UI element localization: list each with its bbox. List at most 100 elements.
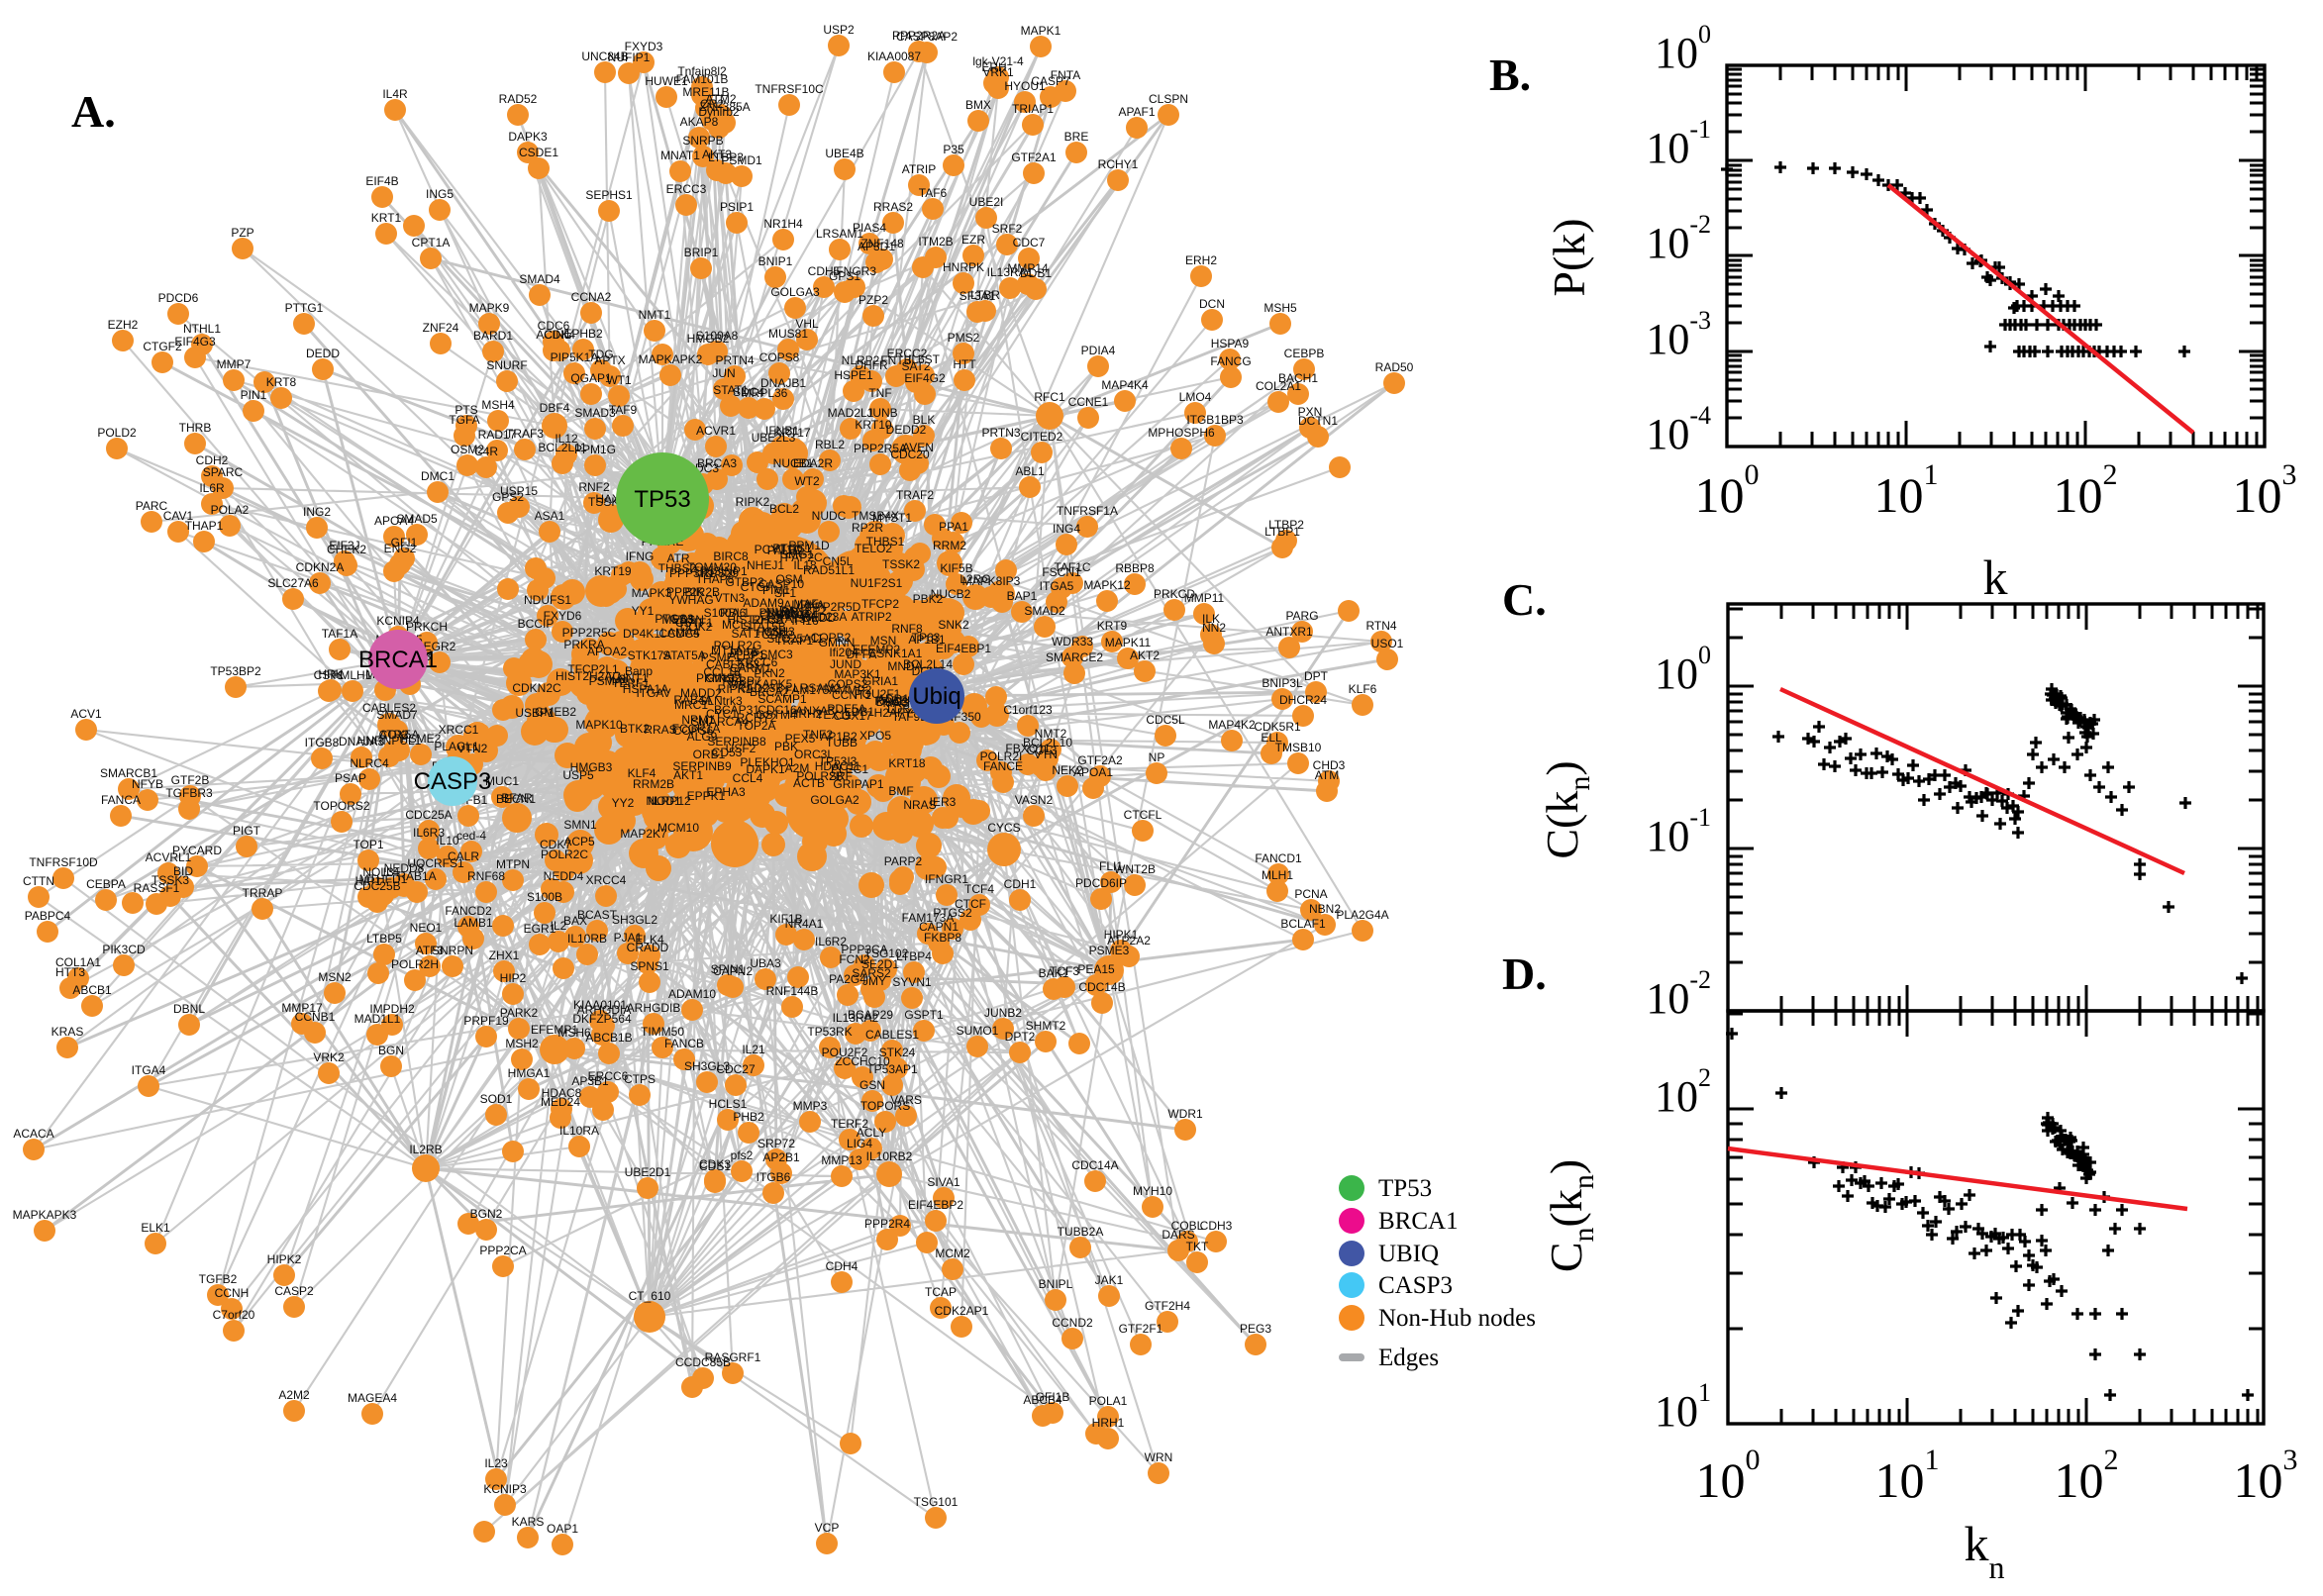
- svg-text:ACLY: ACLY: [857, 1126, 886, 1140]
- svg-text:MTPN: MTPN: [496, 857, 530, 871]
- svg-text:10-3: 10-3: [1646, 306, 1711, 363]
- svg-text:RASSF1: RASSF1: [134, 881, 180, 895]
- svg-text:PRTN4: PRTN4: [715, 353, 754, 367]
- svg-text:BRCA1: BRCA1: [358, 647, 438, 673]
- svg-text:EPHA3: EPHA3: [706, 785, 746, 799]
- svg-text:DCTN1: DCTN1: [1298, 414, 1338, 428]
- svg-text:IL2: IL2: [551, 919, 567, 933]
- svg-text:TELO2: TELO2: [855, 542, 892, 555]
- svg-text:POLA1: POLA1: [1089, 1394, 1128, 1408]
- svg-text:CDH3: CDH3: [1200, 1219, 1233, 1233]
- svg-text:ABCB1: ABCB1: [72, 983, 112, 997]
- svg-text:MUS81: MUS81: [768, 327, 808, 341]
- svg-text:POLD2: POLD2: [97, 426, 137, 440]
- svg-text:MMP3: MMP3: [793, 1099, 828, 1113]
- svg-text:MSH2: MSH2: [505, 1037, 539, 1050]
- svg-text:UBE4B: UBE4B: [825, 147, 863, 160]
- svg-text:KARS: KARS: [512, 1515, 545, 1529]
- svg-text:IL10RB2: IL10RB2: [866, 1149, 913, 1163]
- svg-text:HDAC11: HDAC11: [815, 759, 861, 773]
- svg-text:IL6R2: IL6R2: [815, 935, 847, 948]
- svg-text:EZH2: EZH2: [108, 318, 139, 332]
- svg-text:SYVN1: SYVN1: [892, 975, 932, 989]
- svg-text:k: k: [1983, 549, 2008, 605]
- svg-text:APTX: APTX: [594, 353, 625, 367]
- svg-text:PARP2: PARP2: [884, 854, 923, 868]
- svg-text:CDK3: CDK3: [699, 1157, 731, 1171]
- svg-text:RPS29: RPS29: [701, 566, 739, 580]
- svg-text:LAMA4: LAMA4: [660, 626, 700, 640]
- svg-text:CITED2: CITED2: [1021, 430, 1063, 444]
- svg-text:RBBP8: RBBP8: [1115, 561, 1155, 575]
- svg-text:TRRAP: TRRAP: [243, 886, 283, 900]
- svg-text:IL10RB: IL10RB: [567, 932, 607, 946]
- svg-text:ITM2B: ITM2B: [918, 235, 953, 249]
- svg-text:SMAD3: SMAD3: [574, 406, 616, 420]
- svg-text:EIF4G3: EIF4G3: [174, 335, 216, 349]
- svg-text:PABPC4: PABPC4: [25, 909, 71, 923]
- svg-text:BNIP3L: BNIP3L: [1262, 676, 1303, 690]
- svg-text:ITGB1BP3: ITGB1BP3: [1186, 413, 1244, 427]
- svg-text:THAP8: THAP8: [696, 572, 735, 586]
- svg-text:SARS2: SARS2: [852, 966, 891, 980]
- svg-text:TRAF3: TRAF3: [506, 427, 544, 441]
- svg-text:BRCA3: BRCA3: [697, 456, 737, 470]
- svg-text:ABCB4: ABCB4: [1023, 1393, 1062, 1407]
- svg-text:TSSK2: TSSK2: [882, 557, 920, 571]
- svg-text:AP1B2: AP1B2: [820, 730, 858, 744]
- svg-text:BCL2L14: BCL2L14: [903, 657, 953, 671]
- svg-text:CAPN1: CAPN1: [919, 920, 959, 934]
- svg-text:DOK2: DOK2: [680, 620, 713, 634]
- svg-text:FANCD1: FANCD1: [1255, 851, 1302, 865]
- svg-text:C.: C.: [1502, 574, 1547, 625]
- svg-text:UBE2L3: UBE2L3: [752, 431, 796, 445]
- svg-text:CTGF2: CTGF2: [143, 340, 182, 353]
- svg-text:PTGS2: PTGS2: [933, 906, 972, 920]
- svg-text:AP3B1: AP3B1: [571, 1074, 609, 1088]
- svg-text:NNT1: NNT1: [617, 671, 649, 685]
- svg-text:HSPA1A: HSPA1A: [623, 682, 668, 696]
- svg-text:CCNH: CCNH: [215, 1286, 250, 1300]
- svg-text:ORC3L: ORC3L: [794, 748, 834, 761]
- svg-text:ING5: ING5: [426, 187, 454, 201]
- svg-text:RCHY2: RCHY2: [737, 711, 777, 725]
- svg-text:GMEB2: GMEB2: [535, 705, 576, 719]
- svg-text:KRT8: KRT8: [266, 375, 297, 389]
- svg-text:YY1: YY1: [632, 604, 655, 618]
- svg-text:ACTB: ACTB: [793, 776, 825, 790]
- svg-text:SAT1: SAT1: [731, 627, 759, 641]
- svg-text:Dynlrb2: Dynlrb2: [698, 105, 740, 119]
- svg-text:NLRP12: NLRP12: [646, 794, 691, 808]
- svg-text:ABL1: ABL1: [1015, 464, 1045, 478]
- svg-text:ING2: ING2: [303, 505, 331, 519]
- svg-text:NLRP2: NLRP2: [842, 353, 880, 367]
- svg-text:CDC27: CDC27: [716, 1062, 756, 1076]
- svg-text:AP2B1: AP2B1: [762, 1150, 800, 1164]
- svg-text:PEX5: PEX5: [785, 732, 816, 746]
- svg-text:MSN2: MSN2: [318, 970, 352, 984]
- svg-text:CDS1: CDS1: [699, 1159, 731, 1173]
- svg-text:FANCG: FANCG: [1210, 354, 1251, 368]
- svg-text:MAD1L1: MAD1L1: [354, 1012, 401, 1026]
- svg-text:STK17A: STK17A: [628, 648, 672, 662]
- svg-text:ZHX1: ZHX1: [489, 948, 520, 962]
- svg-text:ZNF148: ZNF148: [860, 237, 904, 250]
- svg-text:DCN: DCN: [1199, 297, 1225, 311]
- svg-text:CR2: CR2: [700, 97, 724, 111]
- svg-text:MYST1: MYST1: [872, 511, 912, 525]
- svg-text:PSMD1: PSMD1: [721, 153, 762, 167]
- svg-text:EGR2: EGR2: [424, 640, 456, 653]
- svg-text:IL18: IL18: [793, 558, 817, 572]
- svg-text:PLEC1: PLEC1: [831, 762, 868, 776]
- svg-text:CDK2: CDK2: [761, 628, 793, 642]
- svg-text:HRH1: HRH1: [1092, 1416, 1125, 1430]
- svg-text:CT_610: CT_610: [629, 1289, 671, 1303]
- svg-text:CARM1: CARM1: [730, 661, 771, 675]
- svg-text:SNRPN: SNRPN: [432, 944, 473, 957]
- svg-text:BNIPL: BNIPL: [1039, 1277, 1073, 1291]
- svg-text:TAF9: TAF9: [609, 403, 638, 417]
- svg-text:ING4: ING4: [1053, 522, 1080, 536]
- svg-text:POLR2G: POLR2G: [714, 639, 762, 652]
- svg-text:PTTG1: PTTG1: [285, 301, 324, 315]
- svg-text:NHEJ1: NHEJ1: [747, 558, 784, 572]
